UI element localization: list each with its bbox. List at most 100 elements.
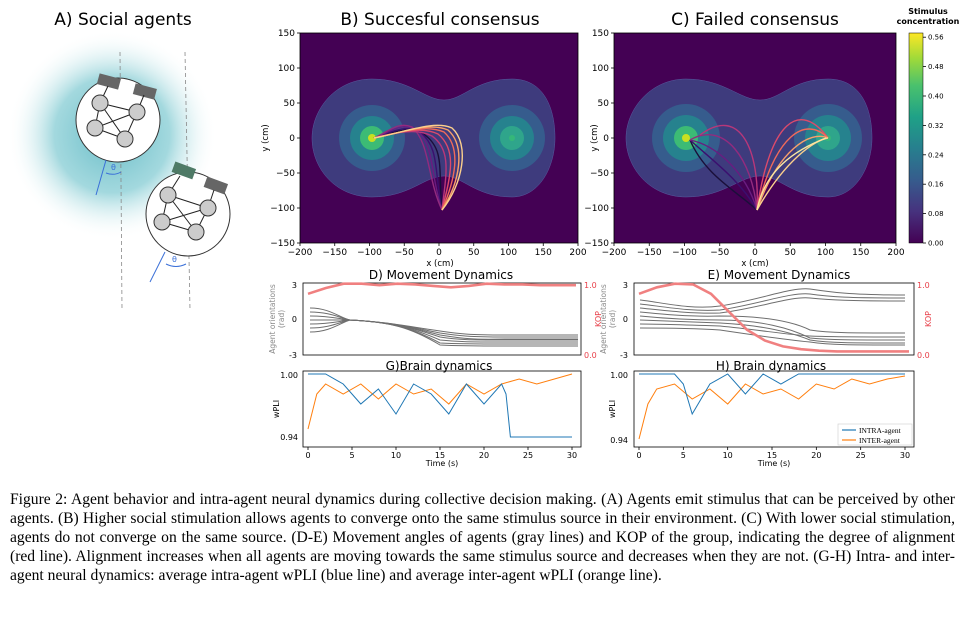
x-tick: 200 <box>569 248 586 258</box>
panel-b-title: B) Succesful consensus <box>340 10 539 30</box>
y-tick: −50 <box>590 169 609 179</box>
kop-line-e <box>638 282 909 353</box>
sensor-icon <box>171 161 197 180</box>
neuron-node <box>86 119 104 137</box>
y-axis-label: (rad) <box>277 310 286 328</box>
y-tick: −150 <box>584 239 609 249</box>
x-axis-label: Time (s) <box>425 459 459 468</box>
x-tick: 150 <box>535 248 552 258</box>
colorbar-ticks: 0.00 0.08 0.16 0.24 0.32 0.40 0.48 0.56 <box>923 34 944 248</box>
panel-e: E) Movement Dynamics 3 0 -3 1.0 0.0 Agen… <box>599 268 933 360</box>
y-tick: −100 <box>270 204 295 214</box>
sensor-icon <box>203 176 229 195</box>
colorbar-tick: 0.32 <box>928 122 944 130</box>
x-axis-ticks: −200 −150 −100 −50 0 50 100 150 200 <box>288 243 587 258</box>
x-tick: 0 <box>305 451 310 460</box>
agent-trajectories-b <box>373 124 464 211</box>
x-axis-ticks: −200 −150 −100 −50 0 50 100 150 200 <box>602 243 905 258</box>
y-tick: 1.00 <box>610 371 628 380</box>
y-tick: −100 <box>584 204 609 214</box>
kop-axis-label: KOP <box>594 311 603 327</box>
y-tick: 0 <box>603 134 609 144</box>
colorbar: Stimulus concentration 0.000.080.160.240… <box>897 7 960 248</box>
colorbar-tick: 0.16 <box>928 181 944 189</box>
x-tick: 200 <box>887 248 904 258</box>
inter-agent-wpli-line-h <box>638 375 906 440</box>
stimulus-field-b <box>300 33 578 243</box>
panel-h: H) Brain dynamics 0 5 10 15 20 25 30 1.00 0.94… <box>608 359 915 468</box>
x-tick: 5 <box>681 451 686 460</box>
panel-d: D) Movement Dynamics 3 0 -3 1.0 0.0 Agen… <box>268 268 603 360</box>
y-tick: 0.94 <box>280 433 298 442</box>
panel-e-title: E) Movement Dynamics <box>708 268 851 282</box>
colorbar-tick: 0.56 <box>928 34 944 42</box>
plot-frame <box>633 370 915 448</box>
neuron-node <box>153 213 171 231</box>
panel-a-title: A) Social agents <box>54 10 192 30</box>
y-axis-label: Agent orientations <box>599 284 608 354</box>
neuron-node <box>128 103 146 121</box>
caption-label: Figure 2: <box>10 491 68 508</box>
colorbar-title: Stimulus <box>908 7 948 16</box>
colorbar-tick: 0.48 <box>928 63 944 71</box>
x-tick: −100 <box>357 248 382 258</box>
orientation-lines-e <box>639 288 906 346</box>
x-axis-label: Time (s) <box>757 459 791 468</box>
y-axis-label: y (cm) <box>590 124 600 151</box>
x-axis-label: x (cm) <box>426 259 453 269</box>
stimulus-field-c <box>614 33 896 243</box>
caption-text: Agent behavior and intra-agent neural dy… <box>10 491 955 584</box>
sensor-icon <box>132 83 157 100</box>
y-tick: 3 <box>292 281 297 290</box>
theta-label: θ <box>172 255 177 264</box>
kop-tick: 1.0 <box>917 281 930 290</box>
x-tick: 10 <box>723 451 733 460</box>
x-tick: 0 <box>752 248 758 258</box>
panel-g-title: G)Brain dynamics <box>386 359 493 373</box>
x-tick: −150 <box>637 248 662 258</box>
neuron-node <box>187 223 205 241</box>
theta-label: θ <box>111 163 116 172</box>
x-tick: 0 <box>636 451 641 460</box>
x-tick: −100 <box>672 248 697 258</box>
x-tick: 25 <box>523 451 533 460</box>
inter-agent-wpli-line-g <box>307 373 573 430</box>
agent-trajectories-c <box>689 119 829 211</box>
y-tick: 100 <box>592 64 609 74</box>
panel-a: A) Social agents θ <box>7 10 231 311</box>
y-axis-label: wPLI <box>608 400 617 418</box>
y-tick: -3 <box>620 351 628 360</box>
y-tick: 0 <box>292 315 297 324</box>
panel-c: C) Failed consensus <box>584 10 905 269</box>
x-tick: −200 <box>288 248 313 258</box>
y-tick: -3 <box>289 351 297 360</box>
x-tick: 50 <box>785 248 797 258</box>
agent-2: θ <box>145 161 231 283</box>
kop-tick: 1.0 <box>584 281 597 290</box>
legend-inter: INTER-agent <box>859 436 901 445</box>
x-tick: 100 <box>500 248 517 258</box>
legend: INTRA-agent INTER-agent <box>837 423 913 446</box>
y-tick: 100 <box>278 64 295 74</box>
colorbar-title: concentration <box>897 17 960 26</box>
plot-frame <box>302 370 582 448</box>
x-tick: 30 <box>567 451 577 460</box>
colorbar-tick: 0.40 <box>928 93 944 101</box>
panel-c-title: C) Failed consensus <box>671 10 839 30</box>
y-axis-label: (rad) <box>608 310 617 328</box>
y-axis-label: Agent orientations <box>268 284 277 354</box>
y-tick: 50 <box>284 99 296 109</box>
y-tick: 0 <box>289 134 295 144</box>
neuron-node <box>199 199 217 217</box>
x-tick: 150 <box>852 248 869 258</box>
x-tick: −200 <box>602 248 627 258</box>
sensor-icon <box>96 73 121 90</box>
y-axis-ticks: 150 100 50 0 −50 −100 −150 <box>584 29 614 249</box>
x-tick: −50 <box>395 248 414 258</box>
intra-agent-wpli-line-h <box>639 373 905 416</box>
y-axis-ticks: 150 100 50 0 −50 −100 −150 <box>270 29 300 249</box>
x-axis-ticks: 0 5 10 15 20 25 30 <box>305 447 577 460</box>
x-tick: −50 <box>710 248 729 258</box>
agent-1: θ <box>75 73 161 196</box>
legend-intra: INTRA-agent <box>859 426 902 435</box>
